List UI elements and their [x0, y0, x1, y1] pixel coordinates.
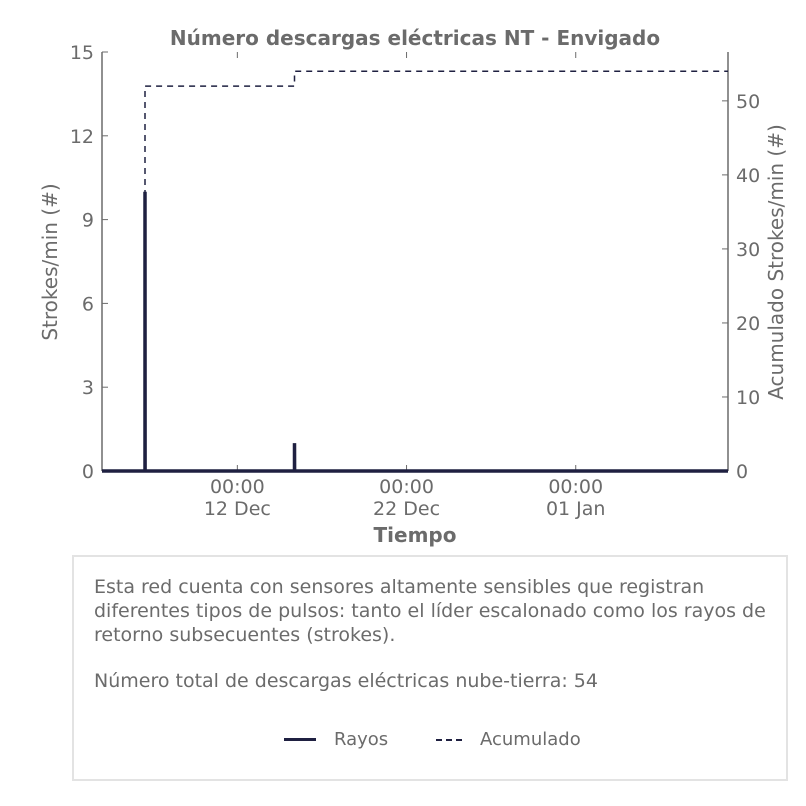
y2-tick-label: 10 — [736, 387, 760, 409]
y2-tick-label: 0 — [736, 461, 748, 483]
legend-label-rayos: Rayos — [334, 729, 389, 750]
y-tick-label: 12 — [70, 126, 94, 148]
y-tick-label: 9 — [82, 210, 94, 232]
x-tick-label-time: 00:00 — [548, 476, 603, 498]
legend-label-acumulado: Acumulado — [480, 729, 581, 750]
x-axis-label: Tiempo — [374, 523, 457, 547]
y2-tick-label: 40 — [736, 165, 760, 187]
y2-tick-label: 50 — [736, 91, 760, 113]
legend-item-rayos: Rayos — [284, 729, 388, 750]
x-tick-label-time: 00:00 — [210, 476, 265, 498]
y-tick-label: 6 — [82, 293, 94, 315]
info-description: Esta red cuenta con sensores altamente s… — [94, 576, 766, 646]
legend-swatch-rayos — [284, 738, 316, 741]
info-box: Esta red cuenta con sensores altamente s… — [72, 555, 788, 781]
series-line-rayos — [102, 191, 728, 473]
chart-title: Número descargas eléctricas NT - Envigad… — [170, 26, 660, 50]
plot-area — [102, 70, 728, 473]
x-tick-label-date: 22 Dec — [373, 498, 440, 520]
chart: Número descargas eléctricas NT - Envigad… — [38, 26, 788, 547]
y-tick-label: 3 — [82, 377, 94, 399]
y-tick-label: 0 — [82, 461, 94, 483]
y2-tick-label: 20 — [736, 313, 760, 335]
x-tick-label-time: 00:00 — [379, 476, 434, 498]
legend-swatch-acumulado — [436, 738, 462, 741]
legend: Rayos Acumulado — [74, 729, 790, 753]
x-tick-label-date: 01 Jan — [546, 498, 606, 520]
series-line-acumulado — [144, 70, 728, 471]
y2-tick-label: 30 — [736, 239, 760, 261]
legend-item-acumulado: Acumulado — [436, 729, 581, 750]
y-tick-label: 15 — [70, 42, 94, 64]
x-tick-label-date: 12 Dec — [204, 498, 271, 520]
info-total: Número total de descargas eléctricas nub… — [94, 670, 598, 692]
y2-axis-label: Acumulado Strokes/min (#) — [764, 124, 788, 400]
y-axis-label: Strokes/min (#) — [38, 183, 62, 340]
